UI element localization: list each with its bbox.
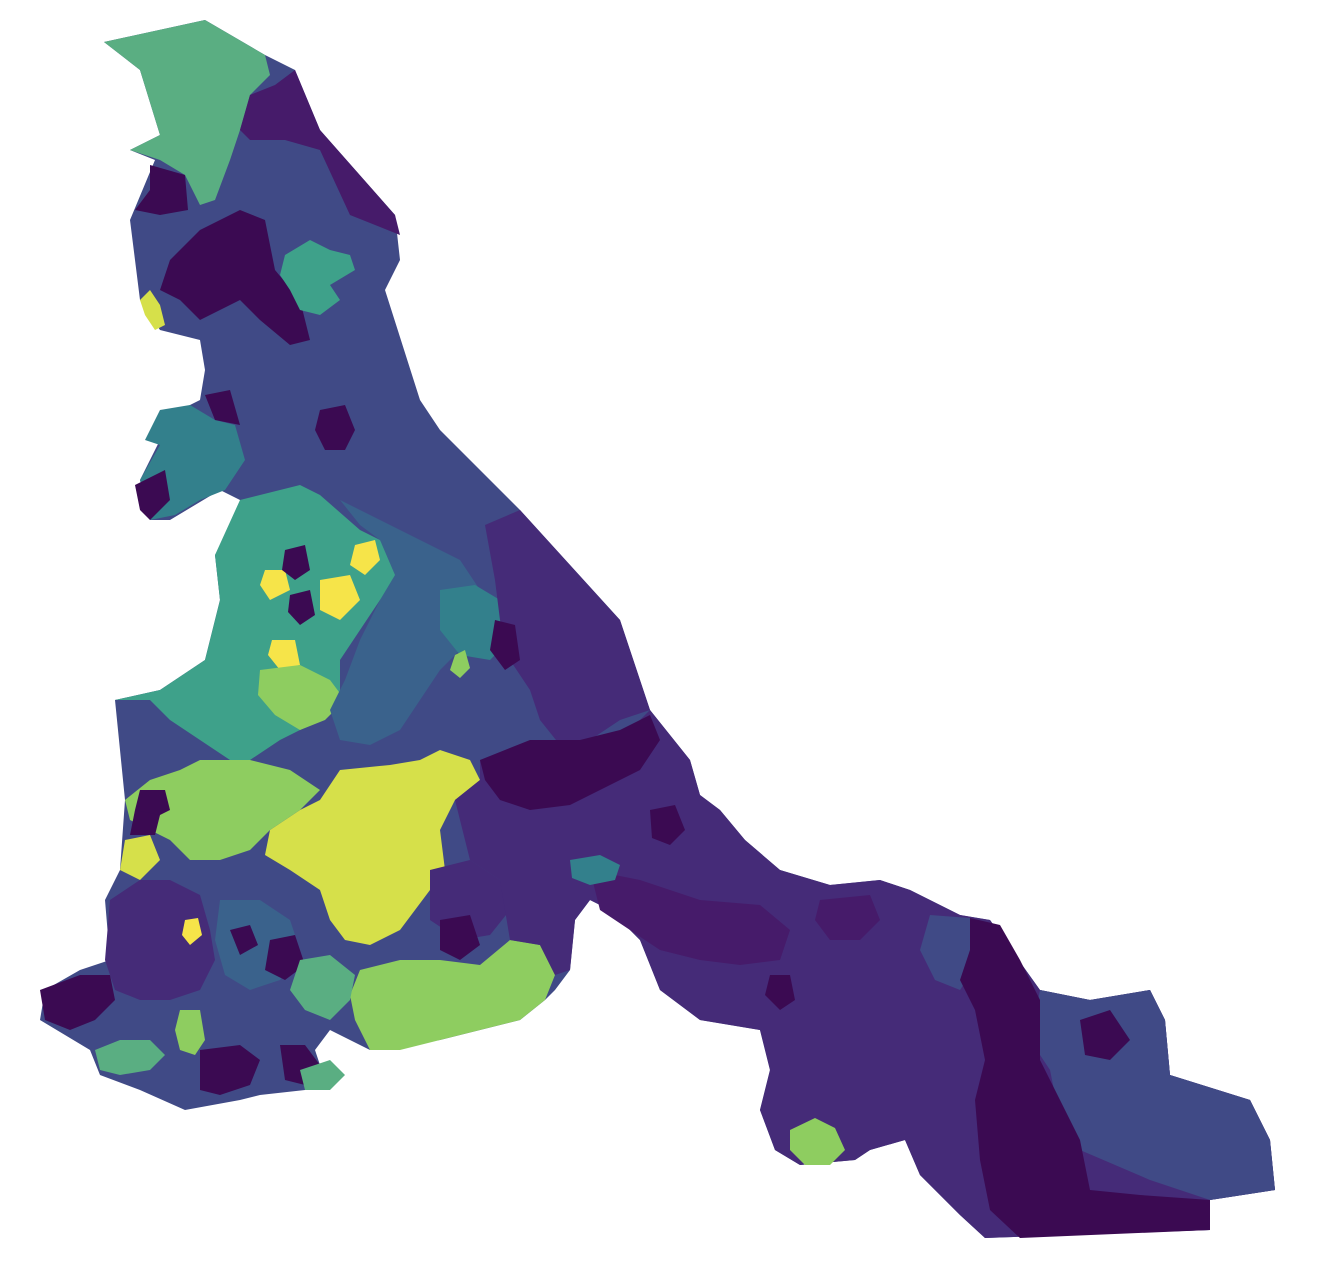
region-central-yellow-3 xyxy=(268,640,300,670)
region-central-dark-2 xyxy=(288,590,315,625)
region-middle-blue xyxy=(330,500,480,745)
region-s-dark-3 xyxy=(265,935,305,980)
region-central-yellow-1 xyxy=(260,570,290,600)
region-middle-lime-spot xyxy=(450,650,470,678)
region-sw-lime xyxy=(125,760,320,860)
region-coast-middle-dark xyxy=(490,620,520,670)
region-fareast-dark-band xyxy=(960,918,1210,1238)
region-nw-green xyxy=(104,20,270,205)
region-sw-yellow xyxy=(265,750,480,945)
region-central-yellow-2 xyxy=(320,575,360,620)
region-east-darkpurple-2 xyxy=(815,895,880,940)
region-s-dark-4 xyxy=(200,1045,260,1095)
region-nw-dark xyxy=(135,165,188,215)
region-east-dark-1 xyxy=(650,805,685,845)
region-east-dark-band xyxy=(480,715,660,810)
region-s-purple-1 xyxy=(105,880,215,1000)
region-central-lime-1 xyxy=(258,665,345,730)
region-coast-north xyxy=(240,70,400,235)
region-s-green-2 xyxy=(300,1060,345,1090)
region-north-interior-teal xyxy=(280,240,355,315)
region-se-dark xyxy=(440,915,480,960)
region-se-lime xyxy=(350,940,555,1050)
region-coast-middle xyxy=(485,510,650,745)
region-north-yellow-spot xyxy=(140,290,165,330)
region-central-yellow-4 xyxy=(350,540,380,575)
region-north-dark-spot xyxy=(315,405,355,450)
region-west-dark-2 xyxy=(135,470,170,520)
region-east-darkpurple-1 xyxy=(590,870,790,965)
region-s-dark-1 xyxy=(40,975,115,1030)
region-fareast-dark-2 xyxy=(1080,1010,1130,1060)
region-east-dark-2 xyxy=(765,975,795,1010)
region-sw-dark-2 xyxy=(130,810,160,835)
region-small-lime-island xyxy=(790,1118,845,1165)
region-sw-yellow-2 xyxy=(120,835,160,880)
region-north-interior-dark xyxy=(160,210,310,345)
region-east-teal-spot xyxy=(570,855,620,885)
region-s-yellow-spot xyxy=(182,918,202,945)
region-central-dark-1 xyxy=(282,545,310,580)
region-s-lime-1 xyxy=(175,1010,205,1055)
region-west-dark-1 xyxy=(205,390,240,425)
region-se-green xyxy=(290,955,355,1020)
region-s-green-1 xyxy=(95,1040,165,1075)
region-s-dark-2 xyxy=(230,925,258,955)
